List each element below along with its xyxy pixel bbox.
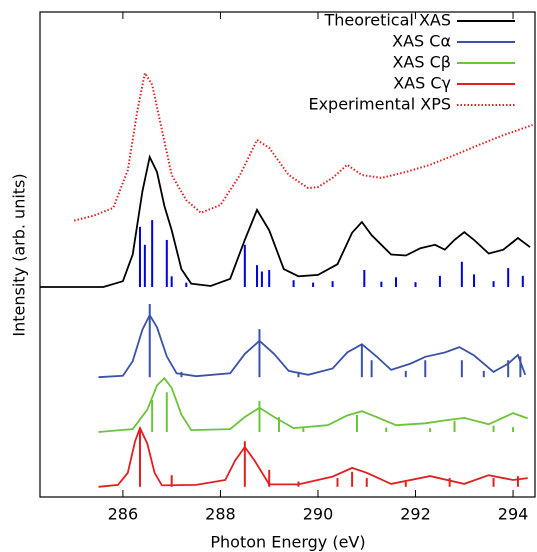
x-tick-label: 288 — [205, 505, 236, 524]
plot-frame — [39, 11, 536, 498]
x-axis-label: Photon Energy (eV) — [210, 533, 365, 552]
series-line — [98, 313, 527, 379]
series-line — [40, 154, 531, 288]
series-line — [98, 376, 529, 433]
y-axis-label: Intensity (arb. units) — [10, 173, 29, 336]
legend-label: XAS Cγ — [393, 74, 451, 93]
x-tick-label: 286 — [108, 505, 139, 524]
x-tick-label: 290 — [303, 505, 334, 524]
series-line — [98, 425, 528, 488]
x-tick-label: 294 — [498, 505, 529, 524]
legend-label: Theoretical XAS — [323, 11, 451, 30]
x-tick-label: 292 — [400, 505, 431, 524]
series-line — [73, 70, 533, 222]
legend-label: XAS Cα — [392, 32, 451, 51]
legend-label: Experimental XPS — [308, 95, 451, 114]
legend-label: XAS Cβ — [392, 53, 451, 72]
